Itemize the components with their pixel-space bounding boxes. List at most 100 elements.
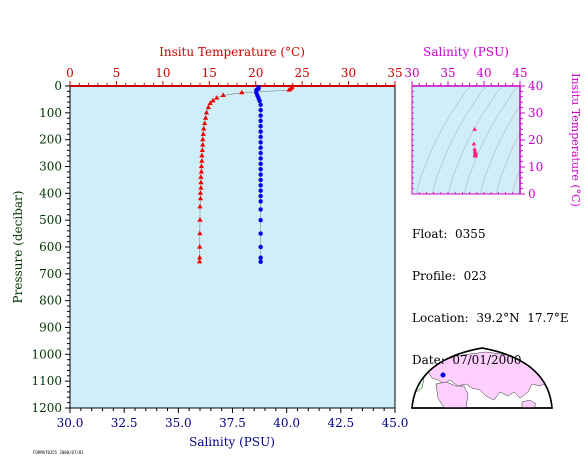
ts-temperature-tick-label: 20: [528, 133, 543, 147]
temperature-point: [197, 244, 203, 249]
salinity-point: [258, 150, 263, 156]
temperature-point: [201, 125, 207, 131]
temperature-point: [200, 131, 206, 136]
salinity-tick-label: 37.5: [219, 416, 246, 430]
map-land-australia: [521, 399, 537, 408]
temperature-point: [198, 174, 204, 179]
pressure-axis: 0 100 200 300 400 500 600 700 800 900 1000 1100 1200: [31, 79, 70, 415]
salinity-tick-label: 32.5: [111, 416, 138, 430]
pressure-tick-label: 500: [39, 213, 62, 227]
temperature-point: [198, 163, 204, 169]
density-isoline: [463, 86, 519, 194]
temperature-axis-label: Insitu Temperature (°C): [159, 45, 305, 59]
ts-salinity-tick-label: 35: [440, 66, 455, 80]
map-outline: [411, 347, 553, 409]
pressure-tick-label: 400: [39, 186, 62, 200]
salinity-series: [254, 85, 263, 264]
pressure-tick-label: 700: [39, 267, 62, 281]
salinity-point: [258, 107, 263, 113]
ts-salinity-tick-label: 45: [512, 66, 527, 80]
pressure-tick-label: 200: [39, 133, 62, 147]
pressure-tick-label: 100: [39, 106, 62, 120]
salinity-point: [258, 156, 263, 161]
temperature-tick-label: 5: [113, 66, 121, 80]
salinity-tick-label: 42.5: [327, 416, 354, 430]
pressure-tick-label: 0: [54, 79, 62, 93]
salinity-point: [258, 172, 263, 177]
temperature-point: [197, 254, 203, 260]
temperature-point: [197, 217, 203, 222]
salinity-point: [258, 124, 263, 129]
temperature-point: [202, 115, 209, 120]
salinity-point: [258, 102, 263, 107]
ts-diagram-background: [411, 85, 521, 195]
ts-temperature-tick-label: 0: [528, 187, 536, 201]
temperature-point: [220, 92, 226, 97]
density-isoline: [431, 86, 487, 194]
temperature-point: [239, 89, 245, 95]
ts-salinity-axis-label: Salinity (PSU): [423, 45, 509, 59]
footer-stamp: FORMAT0355 2000/07/01: [33, 450, 84, 455]
temperature-series: [196, 84, 295, 264]
temperature-point: [200, 142, 206, 147]
salinity-point: [258, 129, 263, 134]
salinity-point: [258, 183, 263, 188]
salinity-axis: 30.0 32.5 35.0 37.5 40.0 42.5 45.0: [57, 408, 408, 430]
density-isoline: [415, 86, 471, 194]
salinity-point: [258, 259, 263, 264]
salinity-point: [258, 207, 263, 212]
location-map: [411, 347, 553, 409]
temperature-tick-label: 10: [155, 66, 170, 80]
density-isoline: [495, 132, 520, 194]
ts-point: [472, 126, 477, 131]
ts-point: [473, 153, 478, 158]
temperature-point: [199, 158, 205, 163]
float-location-marker: [440, 372, 446, 378]
temperature-point: [196, 258, 203, 264]
salinity-point: [257, 98, 262, 103]
pressure-tick-label: 1000: [31, 347, 62, 361]
density-isoline: [511, 168, 520, 194]
pressure-tick-label: 1100: [31, 374, 62, 388]
salinity-tick-label: 30.0: [57, 416, 84, 430]
temperature-point: [200, 136, 206, 142]
temperature-point: [199, 152, 205, 158]
ts-temperature-axis-label: Insitu Temperature (°C): [569, 73, 582, 207]
temperature-point: [205, 104, 211, 110]
salinity-point: [258, 199, 263, 204]
ts-temperature-axis: 0 10 20 30 40: [412, 79, 543, 201]
temperature-point: [199, 147, 205, 152]
temperature-point: [203, 109, 210, 115]
pressure-tick-label: 1200: [31, 401, 62, 415]
salinity-point: [258, 134, 263, 140]
temperature-tick-label: 35: [387, 66, 402, 80]
ts-point: [471, 141, 477, 146]
temperature-point: [202, 120, 208, 126]
ts-temperature-tick-label: 10: [528, 160, 543, 174]
ts-salinity-tick-label: 40: [476, 66, 491, 80]
salinity-point: [258, 177, 263, 183]
temperature-tick-label: 15: [202, 66, 217, 80]
temperature-point: [214, 95, 220, 100]
profile-number: Profile: 023: [412, 269, 487, 283]
density-isoline: [479, 105, 520, 194]
float-location: Location: 39.2°N 17.7°E: [412, 311, 569, 325]
temperature-point: [197, 203, 203, 209]
salinity-point: [258, 113, 263, 118]
pressure-tick-label: 800: [39, 294, 62, 308]
temperature-point: [198, 168, 204, 174]
salinity-axis-label: Salinity (PSU): [189, 435, 275, 449]
salinity-point: [258, 244, 263, 250]
temperature-axis: 0 5 10 15 20 25 30 35: [66, 66, 403, 87]
profile-plot-background: [69, 85, 396, 409]
profile-date: Date: 07/01/2000: [412, 353, 522, 367]
pressure-axis-label: Pressure (decibar): [11, 191, 25, 304]
temperature-point: [198, 184, 204, 190]
salinity-point: [258, 193, 263, 199]
temperature-point: [197, 230, 203, 236]
ts-salinity-tick-label: 30: [404, 66, 419, 80]
temperature-point: [210, 97, 216, 103]
salinity-point: [258, 255, 263, 260]
